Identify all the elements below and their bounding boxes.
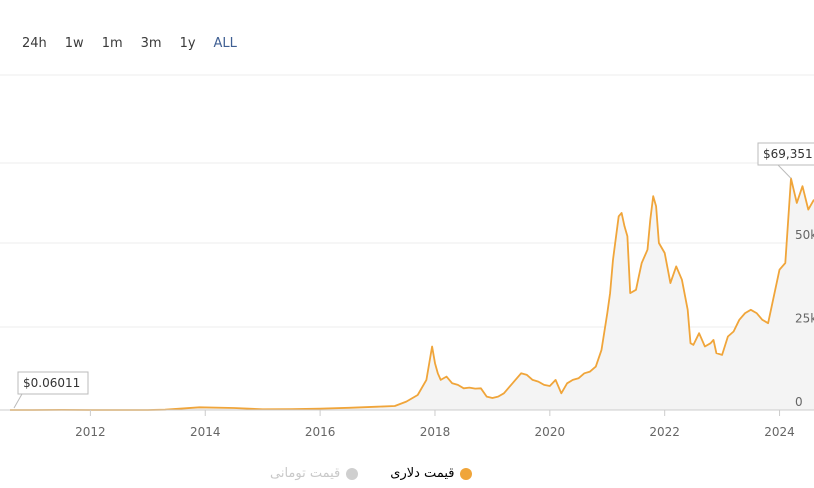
y-tick-label: 0 [795, 395, 803, 409]
tab-1w[interactable]: 1w [64, 36, 84, 51]
legend-label-usd: قیمت دلاری [390, 466, 455, 481]
x-tick-label: 2018 [420, 425, 451, 439]
legend-dot-toman-icon [346, 467, 359, 480]
legend-dot-usd-icon [460, 467, 473, 480]
legend-label-toman: قیمت تومانی [270, 466, 341, 481]
x-tick-label: 2014 [190, 425, 221, 439]
chart-legend: قیمت دلاری قیمت تومانی [270, 466, 473, 481]
annotation-connector [13, 393, 23, 409]
legend-item-usd[interactable]: قیمت دلاری [390, 466, 473, 481]
tab-3m[interactable]: 3m [140, 36, 162, 51]
y-tick-label: 25k [795, 312, 814, 326]
tab-all[interactable]: ALL [213, 36, 237, 51]
x-tick-label: 2012 [75, 425, 106, 439]
y-tick-label: 50k [795, 228, 814, 242]
annotation-box [17, 371, 89, 395]
tab-1y[interactable]: 1y [179, 36, 196, 51]
series-line-usd [10, 177, 814, 411]
legend-item-toman[interactable]: قیمت تومانی [270, 466, 359, 481]
x-tick-label: 2024 [764, 425, 795, 439]
x-tick-label: 2022 [649, 425, 680, 439]
series-area [10, 178, 814, 410]
tab-1m[interactable]: 1m [101, 36, 123, 51]
x-tick-label: 2016 [305, 425, 336, 439]
annotation-connector [777, 164, 792, 179]
tab-24h[interactable]: 24h [22, 36, 47, 51]
annotation-label: $0.06011 [23, 376, 80, 390]
annotation-label: $69,351 [763, 147, 813, 161]
x-tick-label: 2020 [535, 425, 566, 439]
range-tabs: 24h 1w 1m 3m 1y ALL [22, 36, 255, 51]
annotation-box [757, 142, 814, 166]
